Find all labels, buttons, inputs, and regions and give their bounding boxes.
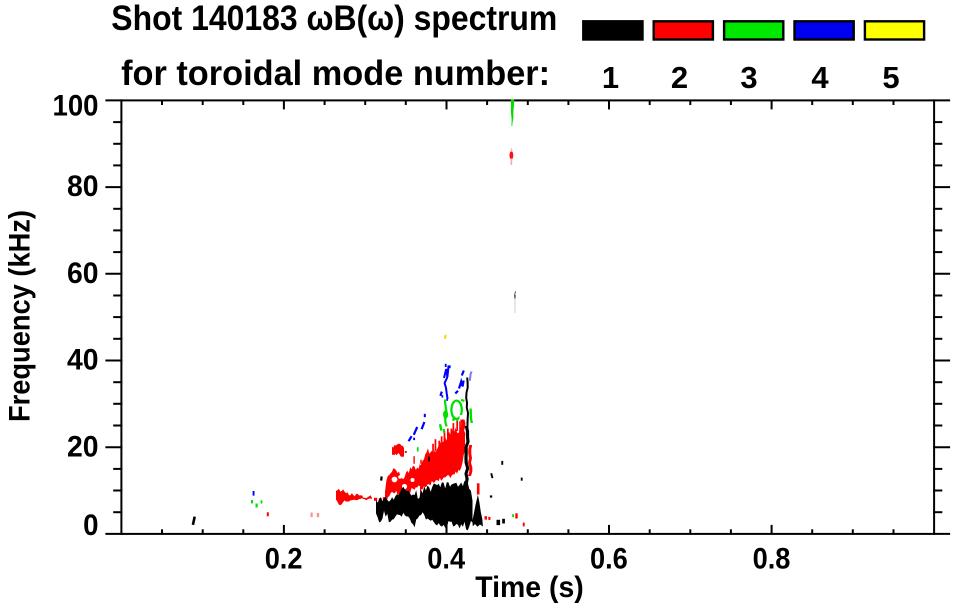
- svg-text:Frequency (kHz): Frequency (kHz): [4, 210, 37, 422]
- svg-text:1: 1: [602, 60, 619, 95]
- svg-text:60: 60: [67, 257, 99, 290]
- svg-text:0.2: 0.2: [265, 543, 303, 576]
- svg-text:0.6: 0.6: [590, 543, 628, 576]
- svg-text:20: 20: [67, 430, 99, 463]
- svg-text:for toroidal mode number:: for toroidal mode number:: [121, 54, 550, 93]
- svg-text:80: 80: [67, 170, 99, 203]
- svg-text:Time (s): Time (s): [475, 571, 584, 604]
- svg-text:100: 100: [53, 90, 99, 123]
- svg-text:0.8: 0.8: [753, 543, 791, 576]
- svg-text:0: 0: [83, 509, 98, 542]
- svg-text:Shot 140183 ωB(ω) spectrum: Shot 140183 ωB(ω) spectrum: [111, 0, 557, 38]
- svg-text:4: 4: [811, 60, 829, 95]
- svg-text:3: 3: [740, 60, 757, 95]
- svg-text:2: 2: [671, 60, 688, 95]
- svg-text:5: 5: [882, 60, 899, 95]
- svg-text:0.4: 0.4: [427, 543, 465, 576]
- svg-text:40: 40: [67, 344, 99, 377]
